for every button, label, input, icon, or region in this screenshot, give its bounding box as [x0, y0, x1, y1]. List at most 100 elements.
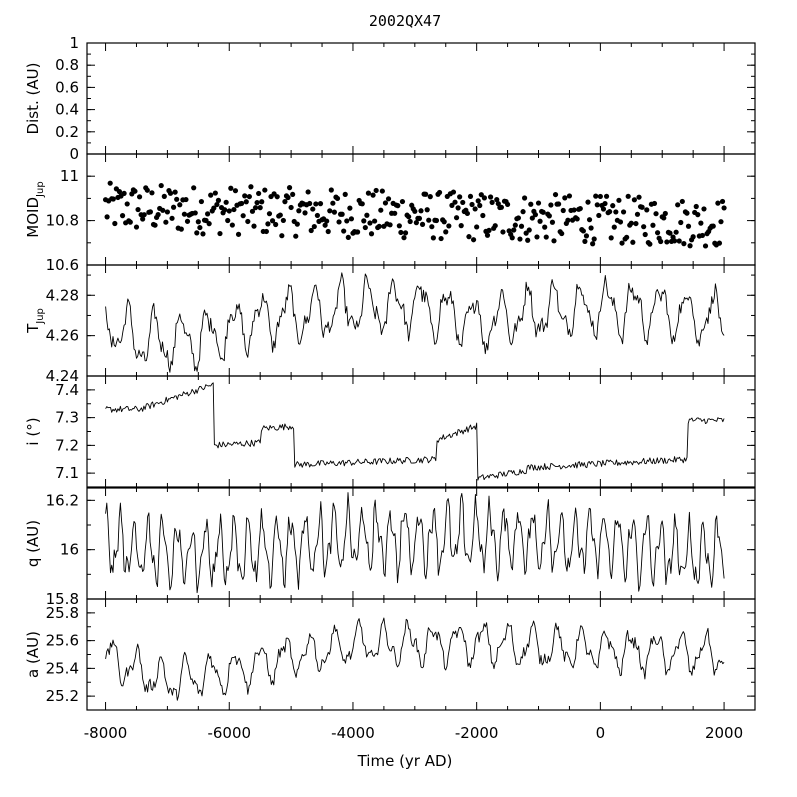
moid-point	[616, 197, 622, 203]
moid-point	[158, 182, 164, 189]
moid-point	[399, 198, 406, 205]
moid-point	[141, 212, 147, 218]
moid-point	[401, 235, 407, 241]
moid-point	[699, 232, 706, 239]
y-axis-title-moid: MOIDJup	[24, 181, 46, 237]
moid-point	[565, 217, 571, 223]
moid-point	[586, 217, 593, 223]
moid-point	[402, 230, 409, 236]
moid-point	[556, 201, 562, 207]
moid-point	[577, 205, 583, 212]
moid-point	[385, 196, 392, 202]
moid-point	[144, 187, 150, 193]
moid-point	[532, 212, 539, 218]
moid-point	[232, 188, 239, 194]
moid-point	[549, 219, 556, 225]
moid-point	[345, 234, 351, 241]
moid-point	[124, 201, 130, 207]
y-tick-label: 11	[60, 167, 79, 185]
moid-point	[443, 229, 449, 235]
moid-point	[285, 194, 291, 201]
moid-point	[305, 189, 311, 195]
moid-point	[427, 194, 433, 200]
moid-point	[630, 239, 636, 245]
moid-point	[167, 190, 174, 196]
moid-point	[664, 239, 670, 245]
y-tick-label: 15.8	[46, 590, 79, 608]
moid-point	[334, 195, 341, 202]
moid-point	[478, 192, 484, 198]
moid-point	[718, 219, 724, 225]
moid-point	[387, 222, 393, 228]
moid-point	[593, 193, 599, 199]
moid-point	[406, 214, 412, 220]
moid-point	[249, 208, 256, 214]
moid-point	[368, 231, 375, 237]
moid-point	[455, 205, 461, 211]
moid-point	[359, 201, 365, 207]
moid-point	[222, 207, 228, 213]
moid-point	[642, 231, 648, 238]
moid-point	[229, 222, 235, 228]
moid-point	[474, 224, 480, 230]
moid-point	[487, 194, 494, 200]
moid-point	[430, 235, 436, 241]
moid-point	[328, 187, 334, 193]
moid-point	[537, 218, 543, 224]
moid-point	[600, 206, 607, 212]
series-line-q	[105, 492, 725, 594]
moid-point	[161, 193, 167, 199]
moid-point	[288, 204, 294, 211]
moid-point	[662, 210, 668, 217]
moid-point	[116, 189, 123, 195]
panel-a-frame	[86, 598, 756, 711]
moid-point	[378, 207, 384, 213]
moid-point	[274, 194, 280, 200]
moid-point	[170, 204, 177, 210]
moid-point	[585, 199, 591, 205]
moid-point	[163, 219, 169, 225]
moid-point	[348, 216, 355, 222]
moid-point	[619, 240, 625, 246]
moid-point	[641, 224, 647, 230]
moid-point	[365, 190, 372, 196]
moid-point	[715, 200, 721, 206]
moid-point	[560, 207, 566, 214]
moid-point	[580, 228, 586, 234]
moid-point	[710, 223, 716, 229]
moid-point	[684, 210, 690, 216]
moid-point	[217, 230, 223, 237]
moid-point	[262, 187, 268, 193]
moid-point	[293, 233, 299, 239]
moid-point	[509, 235, 515, 241]
moid-point	[254, 200, 260, 206]
moid-point	[245, 218, 251, 225]
moid-point	[174, 196, 180, 202]
moid-point	[308, 227, 314, 234]
moid-point	[364, 212, 370, 218]
moid-point	[528, 201, 534, 207]
y-axis-title-dist: Dist. (AU)	[24, 63, 42, 135]
panel-incl: 7.1 7.2 7.3 7.4 i (°)	[24, 375, 756, 488]
moid-point	[583, 233, 590, 239]
moid-point	[651, 200, 658, 207]
moid-point	[702, 243, 709, 249]
moid-point	[423, 191, 429, 197]
moid-point	[450, 189, 457, 195]
panel-a: 25.2 25.4 25.6 25.8a (AU)	[24, 598, 756, 711]
moid-point	[438, 235, 444, 242]
moid-point	[698, 220, 704, 226]
moid-point	[492, 223, 498, 229]
moid-point	[256, 190, 262, 197]
moid-point	[246, 193, 252, 200]
y-tick-label: 10.6	[46, 256, 79, 274]
moid-point	[322, 222, 328, 228]
moid-point	[342, 191, 348, 197]
moid-point	[685, 223, 692, 229]
moid-point	[457, 194, 463, 200]
panel-q: 15.8 16 16.2q (AU)	[24, 487, 756, 608]
moid-point	[367, 220, 373, 226]
moid-point	[373, 187, 379, 194]
moid-point	[518, 223, 525, 229]
moid-point	[620, 209, 627, 215]
